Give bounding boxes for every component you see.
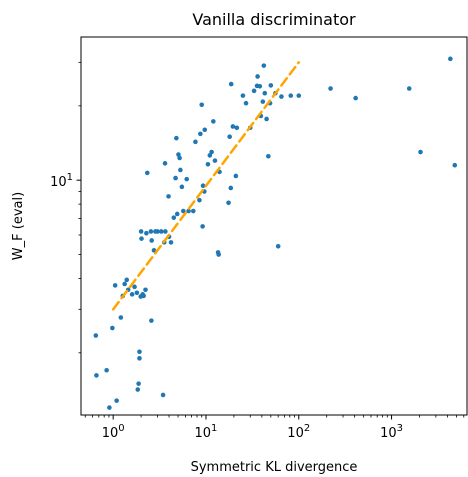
data-point bbox=[275, 243, 281, 249]
data-point bbox=[199, 102, 205, 108]
x-axis-label: Symmetric KL divergence bbox=[191, 460, 358, 475]
data-point bbox=[226, 200, 231, 206]
data-point bbox=[138, 229, 144, 234]
data-point bbox=[251, 88, 257, 94]
data-point bbox=[134, 290, 140, 296]
data-point bbox=[124, 277, 130, 283]
data-point bbox=[234, 125, 240, 131]
data-point bbox=[94, 373, 99, 378]
data-point bbox=[212, 158, 218, 163]
data-point bbox=[279, 94, 284, 99]
data-point bbox=[296, 93, 302, 98]
data-point bbox=[216, 252, 221, 257]
data-point bbox=[353, 95, 358, 101]
data-point bbox=[452, 162, 458, 168]
data-point bbox=[262, 90, 268, 96]
data-point bbox=[168, 240, 174, 245]
data-point bbox=[118, 315, 124, 320]
data-point bbox=[193, 139, 198, 145]
data-point bbox=[200, 224, 205, 229]
data-point bbox=[257, 83, 263, 89]
plot-area: 100 101 102 103 101 bbox=[50, 36, 468, 441]
data-point bbox=[136, 381, 141, 386]
data-point bbox=[163, 229, 168, 234]
data-point bbox=[255, 74, 260, 79]
data-point bbox=[112, 283, 118, 288]
data-point bbox=[137, 356, 142, 361]
data-point bbox=[198, 131, 203, 137]
x-tick-label: 102 bbox=[287, 423, 310, 441]
data-point bbox=[227, 134, 232, 139]
data-point bbox=[174, 211, 180, 217]
data-points bbox=[93, 56, 458, 410]
data-point bbox=[268, 83, 274, 88]
data-point bbox=[209, 149, 214, 155]
data-point bbox=[190, 208, 196, 214]
data-point bbox=[288, 93, 294, 98]
data-point bbox=[202, 127, 208, 133]
x-tick-label: 103 bbox=[380, 423, 403, 441]
data-point bbox=[328, 86, 333, 91]
data-point bbox=[143, 287, 148, 293]
x-tick-label: 101 bbox=[195, 423, 218, 441]
data-point bbox=[448, 56, 453, 62]
data-point bbox=[406, 86, 412, 91]
y-tick-label: 101 bbox=[50, 172, 73, 190]
data-point bbox=[160, 392, 166, 398]
data-point bbox=[137, 349, 142, 355]
data-point bbox=[149, 318, 154, 323]
data-point bbox=[149, 238, 154, 243]
data-point bbox=[166, 194, 171, 199]
data-point bbox=[110, 325, 115, 331]
minor-ticks bbox=[78, 61, 465, 418]
data-point bbox=[178, 167, 183, 173]
major-ticks: 100 101 102 103 101 bbox=[50, 172, 403, 441]
data-point bbox=[162, 161, 168, 166]
data-point bbox=[266, 153, 271, 159]
data-point bbox=[179, 184, 185, 190]
data-point bbox=[141, 293, 146, 299]
data-point bbox=[135, 387, 141, 392]
data-point bbox=[233, 173, 239, 179]
data-point bbox=[148, 229, 154, 234]
data-point bbox=[144, 170, 150, 176]
data-point bbox=[181, 208, 186, 214]
data-point bbox=[264, 116, 269, 122]
data-point bbox=[139, 236, 144, 241]
data-point bbox=[230, 124, 236, 129]
data-point bbox=[173, 175, 178, 181]
data-point bbox=[107, 405, 112, 410]
data-point bbox=[158, 229, 164, 234]
data-point bbox=[205, 161, 211, 167]
data-point bbox=[114, 398, 119, 403]
data-point bbox=[211, 119, 216, 124]
fit-line bbox=[111, 61, 301, 311]
data-point bbox=[171, 215, 177, 220]
plot-frame bbox=[80, 36, 468, 416]
data-point bbox=[129, 292, 135, 297]
data-point bbox=[132, 284, 137, 290]
data-point bbox=[184, 176, 190, 182]
data-point bbox=[93, 333, 99, 338]
data-point bbox=[200, 183, 206, 188]
data-point bbox=[144, 230, 149, 236]
data-point bbox=[261, 63, 267, 68]
y-axis-label: W_F (eval) bbox=[11, 192, 26, 260]
data-point bbox=[104, 367, 109, 373]
data-point bbox=[155, 229, 160, 234]
data-point bbox=[418, 149, 423, 155]
data-point bbox=[243, 100, 249, 106]
data-point bbox=[122, 281, 127, 287]
x-tick-label: 100 bbox=[102, 423, 125, 441]
data-point bbox=[260, 99, 266, 104]
data-point bbox=[228, 185, 234, 191]
data-point bbox=[186, 208, 191, 214]
data-point bbox=[177, 155, 182, 161]
data-point bbox=[197, 197, 202, 203]
chart-title: Vanilla discriminator bbox=[192, 10, 356, 29]
data-point bbox=[240, 93, 246, 98]
data-point bbox=[174, 135, 179, 141]
data-point bbox=[228, 81, 234, 87]
